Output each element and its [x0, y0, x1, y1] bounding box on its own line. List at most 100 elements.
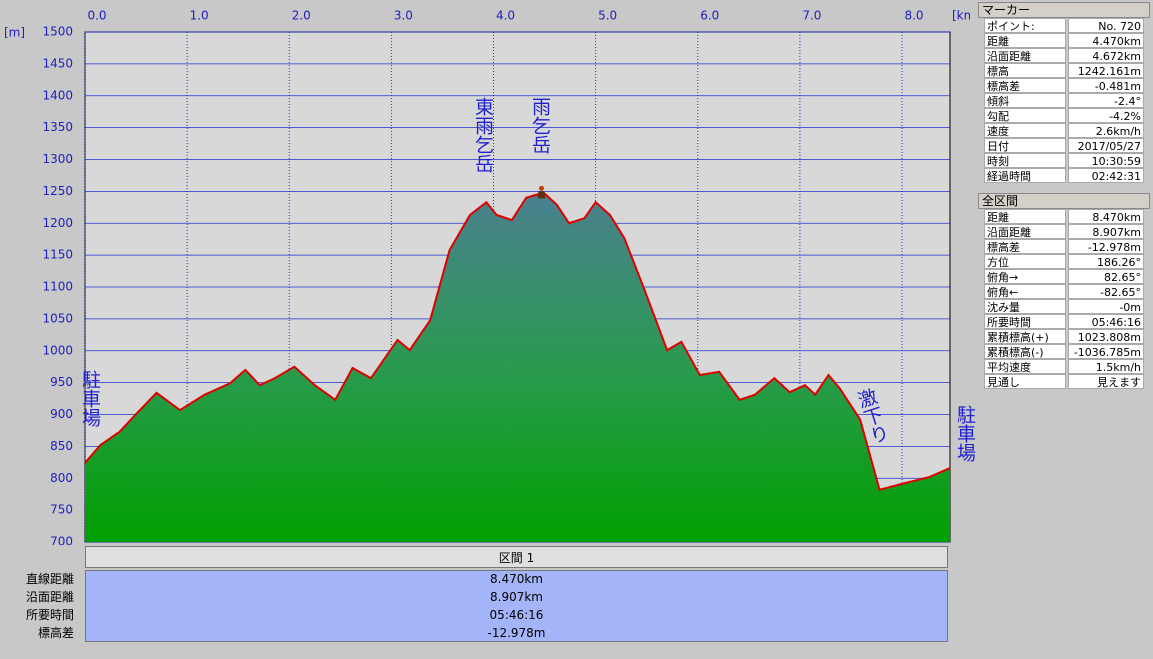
- row-value: 8.907km: [1068, 224, 1144, 239]
- y-tick-label: 1000: [42, 343, 73, 357]
- row-label: 時刻: [984, 153, 1066, 168]
- panel-row: 標高 1242.161m: [978, 63, 1150, 78]
- row-value: 10:30:59: [1068, 153, 1144, 168]
- section-label: 沿面距離: [25, 590, 74, 604]
- section-label: 所要時間: [25, 608, 74, 622]
- y-tick-label: 850: [50, 439, 73, 453]
- row-label: 勾配: [984, 108, 1066, 123]
- y-tick-label: 800: [50, 471, 73, 485]
- panel-row: 沈み量 -0m: [978, 299, 1150, 314]
- row-label: 標高差: [984, 239, 1066, 254]
- annotation: 駐車場: [79, 370, 101, 427]
- panel-row: 累積標高(-) -1036.785m: [978, 344, 1150, 359]
- panel-row: 勾配 -4.2%: [978, 108, 1150, 123]
- row-value: -2.4°: [1068, 93, 1144, 108]
- panel-row: 平均速度 1.5km/h: [978, 359, 1150, 374]
- section-value: -12.978m: [487, 626, 546, 640]
- x-tick-label: 3.0: [394, 9, 413, 23]
- row-value: 2.6km/h: [1068, 123, 1144, 138]
- row-label: 日付: [984, 138, 1066, 153]
- section-value: 8.907km: [490, 590, 543, 604]
- row-value: 1.5km/h: [1068, 359, 1144, 374]
- marker-head: [538, 185, 544, 191]
- panel-row: 沿面距離 4.672km: [978, 48, 1150, 63]
- marker-body: [537, 191, 546, 199]
- row-label: 沈み量: [984, 299, 1066, 314]
- x-tick-label: 7.0: [802, 9, 821, 23]
- x-tick-label: 6.0: [700, 9, 719, 23]
- row-value: -4.2%: [1068, 108, 1144, 123]
- annotation: 東雨乞岳: [472, 97, 494, 173]
- row-value: No. 720: [1068, 18, 1144, 33]
- y-tick-label: 900: [50, 407, 73, 421]
- row-value: -0.481m: [1068, 78, 1144, 93]
- section-label: 直線距離: [25, 572, 74, 586]
- row-value: -12.978m: [1068, 239, 1144, 254]
- panel-row: 距離 8.470km: [978, 209, 1150, 224]
- y-tick-label: 1350: [42, 120, 73, 134]
- row-value: 1242.161m: [1068, 63, 1144, 78]
- panel-row: 沿面距離 8.907km: [978, 224, 1150, 239]
- row-label: 標高差: [984, 78, 1066, 93]
- y-tick-label: 1300: [42, 152, 73, 166]
- row-value: 2017/05/27: [1068, 138, 1144, 153]
- y-tick-label: 950: [50, 375, 73, 389]
- annotation: 雨乞岳: [529, 97, 551, 154]
- row-label: 沿面距離: [984, 48, 1066, 63]
- y-unit: [m]: [4, 26, 25, 40]
- x-tick-label: 5.0: [598, 9, 617, 23]
- y-tick-label: 1500: [42, 25, 73, 39]
- y-tick-label: 750: [50, 503, 73, 517]
- panel-row: ポイント: No. 720: [978, 18, 1150, 33]
- panel-row: 俯角→ 82.65°: [978, 269, 1150, 284]
- panel-title: マーカー: [978, 2, 1150, 18]
- y-tick-label: 700: [50, 535, 73, 546]
- row-value: -1036.785m: [1068, 344, 1144, 359]
- panel-row: 日付 2017/05/27: [978, 138, 1150, 153]
- section-header[interactable]: 区間 1: [85, 546, 948, 568]
- row-label: 見通し: [984, 374, 1066, 389]
- row-value: 1023.808m: [1068, 329, 1144, 344]
- panel-row: 時刻 10:30:59: [978, 153, 1150, 168]
- panel-row: 速度 2.6km/h: [978, 123, 1150, 138]
- marker-panel: マーカー ポイント: No. 720 距離 4.470km 沿面距離 4.672km 標高 12…: [978, 2, 1150, 183]
- row-value: 4.470km: [1068, 33, 1144, 48]
- total-panel: 全区間 距離 8.470km 沿面距離 8.907km 標高差 -12.978m 方位 186.…: [978, 193, 1150, 389]
- chart: [m] [km] 700 750 800 850 900 950 1000 1050 1100 1…: [4, 9, 970, 546]
- row-value: 4.672km: [1068, 48, 1144, 63]
- row-value: -0m: [1068, 299, 1144, 314]
- panel-row: 距離 4.470km: [978, 33, 1150, 48]
- row-value: 02:42:31: [1068, 168, 1144, 183]
- panel-row: 俯角← -82.65°: [978, 284, 1150, 299]
- row-value: -82.65°: [1068, 284, 1144, 299]
- row-value: 05:46:16: [1068, 314, 1144, 329]
- y-tick-label: 1200: [42, 216, 73, 230]
- row-label: ポイント:: [984, 18, 1066, 33]
- row-label: 俯角←: [984, 284, 1066, 299]
- panel-row: 標高差 -0.481m: [978, 78, 1150, 93]
- x-tick-label: 2.0: [292, 9, 311, 23]
- panel-row: 経過時間 02:42:31: [978, 168, 1150, 183]
- row-value: 82.65°: [1068, 269, 1144, 284]
- row-label: 速度: [984, 123, 1066, 138]
- elevation-line: [84, 191, 951, 491]
- row-label: 標高: [984, 63, 1066, 78]
- panel-row: 所要時間 05:46:16: [978, 314, 1150, 329]
- row-label: 経過時間: [984, 168, 1066, 183]
- row-label: 傾斜: [984, 93, 1066, 108]
- x-tick-label: 0.0: [87, 9, 106, 23]
- panel-row: 方位 186.26°: [978, 254, 1150, 269]
- row-label: 俯角→: [984, 269, 1066, 284]
- section-value: 05:46:16: [489, 608, 544, 622]
- panel-row: 見通し 見えます: [978, 374, 1150, 389]
- row-label: 累積標高(-): [984, 344, 1066, 359]
- panel-row: 傾斜 -2.4°: [978, 93, 1150, 108]
- section-box: [85, 570, 948, 642]
- row-label: 平均速度: [984, 359, 1066, 374]
- section-label: 標高差: [37, 626, 74, 640]
- y-tick-label: 1050: [42, 311, 73, 325]
- row-label: 方位: [984, 254, 1066, 269]
- panel-row: 累積標高(+) 1023.808m: [978, 329, 1150, 344]
- y-tick-label: 1450: [42, 56, 73, 70]
